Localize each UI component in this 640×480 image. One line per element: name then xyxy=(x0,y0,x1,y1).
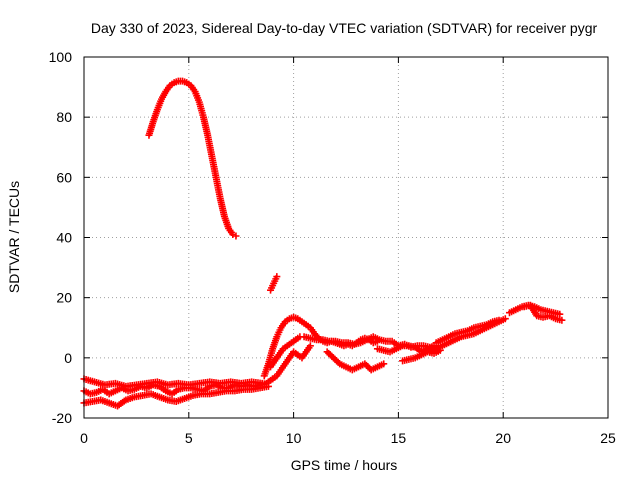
axis-ticks xyxy=(83,56,609,419)
y-tick-label: 80 xyxy=(56,109,72,125)
grid xyxy=(84,57,608,418)
series-peak-arc xyxy=(145,77,240,240)
x-tick-label: 5 xyxy=(185,430,193,446)
y-tick-labels: -20 0 20 40 60 80 100 xyxy=(49,49,73,426)
series-lower-track-b xyxy=(80,382,272,410)
data-point xyxy=(264,382,272,390)
data-point xyxy=(258,379,266,387)
chart-title: Day 330 of 2023, Sidereal Day-to-day VTE… xyxy=(91,20,598,36)
series-rise-18h-b xyxy=(432,316,503,347)
y-tick-label: 20 xyxy=(56,290,72,306)
x-tick-label: 25 xyxy=(600,430,616,446)
x-tick-label: 20 xyxy=(495,430,511,446)
series-top-right-b xyxy=(520,301,566,324)
y-tick-label: 40 xyxy=(56,230,72,246)
y-tick-label: -20 xyxy=(52,410,72,426)
series-dip-12h xyxy=(323,348,388,374)
x-axis-title: GPS time / hours xyxy=(291,457,398,473)
data-point xyxy=(306,342,314,350)
y-tick-label: 0 xyxy=(64,350,72,366)
y-axis-title: SDTVAR / TECUs xyxy=(6,181,22,293)
x-tick-label: 0 xyxy=(80,430,88,446)
data-point xyxy=(495,316,503,324)
data-point xyxy=(558,316,566,324)
data-point xyxy=(380,360,388,368)
x-tick-label: 10 xyxy=(286,430,302,446)
data-point xyxy=(232,232,240,240)
x-tick-labels: 0 5 10 15 20 25 xyxy=(80,430,616,446)
data-point xyxy=(229,230,237,238)
series-lower-track-c xyxy=(80,375,266,390)
data-point xyxy=(273,273,281,281)
y-tick-label: 100 xyxy=(49,49,73,65)
x-tick-label: 15 xyxy=(391,430,407,446)
series-fragment-9h xyxy=(267,273,281,294)
series-loop-9h xyxy=(267,333,304,371)
data-points xyxy=(80,77,566,410)
data-point xyxy=(501,315,509,323)
y-tick-label: 60 xyxy=(56,169,72,185)
series-dip-10h xyxy=(269,342,314,383)
